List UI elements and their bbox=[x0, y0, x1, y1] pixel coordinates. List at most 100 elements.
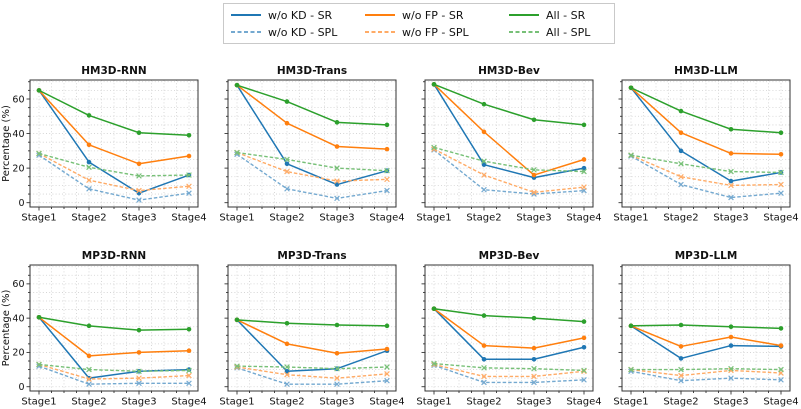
x-tick-label: Stage3 bbox=[319, 213, 354, 224]
data-point bbox=[86, 113, 92, 118]
data-point-x bbox=[86, 381, 92, 387]
data-point bbox=[334, 144, 340, 149]
data-point bbox=[284, 320, 290, 326]
data-point bbox=[778, 130, 784, 136]
data-point bbox=[581, 165, 587, 171]
series-sr bbox=[431, 82, 587, 128]
data-point-x bbox=[481, 172, 487, 178]
axis-ticks bbox=[224, 81, 388, 211]
data-point-x bbox=[778, 181, 784, 188]
x-tick-label: Stage2 bbox=[269, 397, 304, 408]
data-point bbox=[234, 317, 240, 323]
data-point bbox=[531, 345, 537, 351]
chart-title: MP3D-RNN bbox=[81, 250, 147, 262]
data-point bbox=[728, 178, 734, 184]
legend-entry-label: All - SR bbox=[546, 8, 586, 22]
data-point-x bbox=[678, 160, 684, 167]
legend-entry-label: w/o FP - SR bbox=[402, 8, 464, 22]
data-point bbox=[728, 151, 734, 156]
data-point-x bbox=[136, 375, 142, 381]
data-point bbox=[86, 353, 92, 359]
x-tick-label: Stage1 bbox=[613, 397, 648, 408]
chart-canvas: Stage1 Stage2 Stage3 Stage4 bbox=[219, 79, 405, 224]
chart-canvas: 0 20 40 60 Stage1 Stage2 Stage3 Stage4 Percentag… bbox=[1, 79, 207, 224]
data-point bbox=[36, 314, 42, 320]
data-point-x bbox=[186, 367, 192, 374]
data-point-x bbox=[431, 144, 437, 151]
data-point bbox=[581, 157, 587, 162]
data-point-x bbox=[284, 371, 290, 378]
x-tick-label: Stage1 bbox=[613, 213, 648, 224]
x-tick-label: Stage4 bbox=[566, 213, 601, 224]
data-point-x bbox=[581, 168, 587, 175]
y-tick-label: 60 bbox=[12, 94, 24, 105]
data-point-x bbox=[778, 366, 784, 373]
x-tick-label: Stage4 bbox=[369, 397, 404, 408]
series-sr bbox=[431, 306, 587, 324]
data-point-x bbox=[384, 371, 390, 377]
chart-title: HM3D-Trans bbox=[276, 65, 348, 77]
series-spl bbox=[36, 150, 192, 179]
data-point bbox=[86, 159, 92, 165]
chart-mp3d-bev: MP3D-Bev Stage1 Stage2 Stage3 Stage4 bbox=[395, 247, 603, 408]
data-point-x bbox=[431, 360, 437, 367]
chart-canvas: Stage1 Stage2 Stage3 Stage4 bbox=[416, 79, 602, 224]
x-tick-label: Stage1 bbox=[21, 213, 56, 224]
data-point-x bbox=[136, 187, 142, 194]
data-point bbox=[334, 350, 340, 356]
data-point-x bbox=[778, 169, 784, 176]
chart-canvas: Stage1 Stage2 Stage3 Stage4 bbox=[613, 79, 799, 224]
data-point-x bbox=[581, 184, 587, 190]
data-point-x bbox=[86, 177, 92, 184]
data-point-x bbox=[334, 178, 340, 184]
legend-entry: w/o KD - SPL bbox=[231, 26, 355, 39]
series-sr bbox=[36, 88, 192, 138]
chart-canvas: Stage1 Stage2 Stage3 Stage4 bbox=[613, 264, 799, 408]
data-point bbox=[581, 335, 587, 341]
data-point-x bbox=[481, 373, 487, 380]
data-point bbox=[678, 148, 684, 154]
y-tick-label: 0 bbox=[18, 198, 24, 209]
data-point-x bbox=[234, 363, 240, 369]
data-point bbox=[531, 315, 537, 321]
legend-line-sample bbox=[365, 14, 395, 16]
data-point-x bbox=[531, 189, 537, 196]
x-tick-label: Stage2 bbox=[71, 397, 106, 408]
series-spl bbox=[628, 368, 784, 384]
series-sr bbox=[234, 317, 390, 329]
data-point bbox=[481, 129, 487, 135]
chart-hm3d-trans: HM3D-Trans Stage1 Stage2 Stage3 Stage4 bbox=[198, 62, 406, 224]
data-point-x bbox=[186, 183, 192, 190]
data-point bbox=[678, 108, 684, 114]
data-point bbox=[481, 356, 487, 362]
data-point bbox=[334, 120, 340, 125]
chart-mp3d-trans: MP3D-Trans Stage1 Stage2 Stage3 Stage4 bbox=[198, 247, 406, 408]
data-point-x bbox=[136, 173, 142, 179]
data-point-x bbox=[334, 365, 340, 372]
data-point bbox=[628, 85, 634, 91]
chart-hm3d-bev: HM3D-Bev Stage1 Stage2 Stage3 Stage4 bbox=[395, 62, 603, 224]
series-spl bbox=[431, 360, 587, 374]
data-point-x bbox=[678, 377, 684, 384]
data-point-x bbox=[36, 361, 42, 368]
y-axis-label: Percentage (%) bbox=[1, 290, 12, 367]
data-point-x bbox=[728, 375, 734, 381]
series-spl bbox=[234, 151, 390, 202]
legend-entry: w/o KD - SR bbox=[231, 9, 355, 22]
data-point-x bbox=[678, 372, 684, 379]
data-point bbox=[86, 142, 92, 148]
data-point bbox=[136, 130, 142, 136]
data-point-x bbox=[384, 364, 390, 370]
axis-ticks bbox=[26, 266, 190, 395]
data-point bbox=[384, 346, 390, 352]
data-point-x bbox=[778, 377, 784, 383]
data-point bbox=[186, 348, 192, 354]
data-point bbox=[284, 99, 290, 104]
x-tick-label: Stage1 bbox=[416, 397, 451, 408]
data-point bbox=[481, 343, 487, 348]
data-point-x bbox=[136, 368, 142, 375]
y-tick-label: 20 bbox=[12, 348, 24, 359]
data-point bbox=[481, 313, 487, 318]
data-point-x bbox=[581, 377, 587, 383]
data-point bbox=[186, 153, 192, 159]
